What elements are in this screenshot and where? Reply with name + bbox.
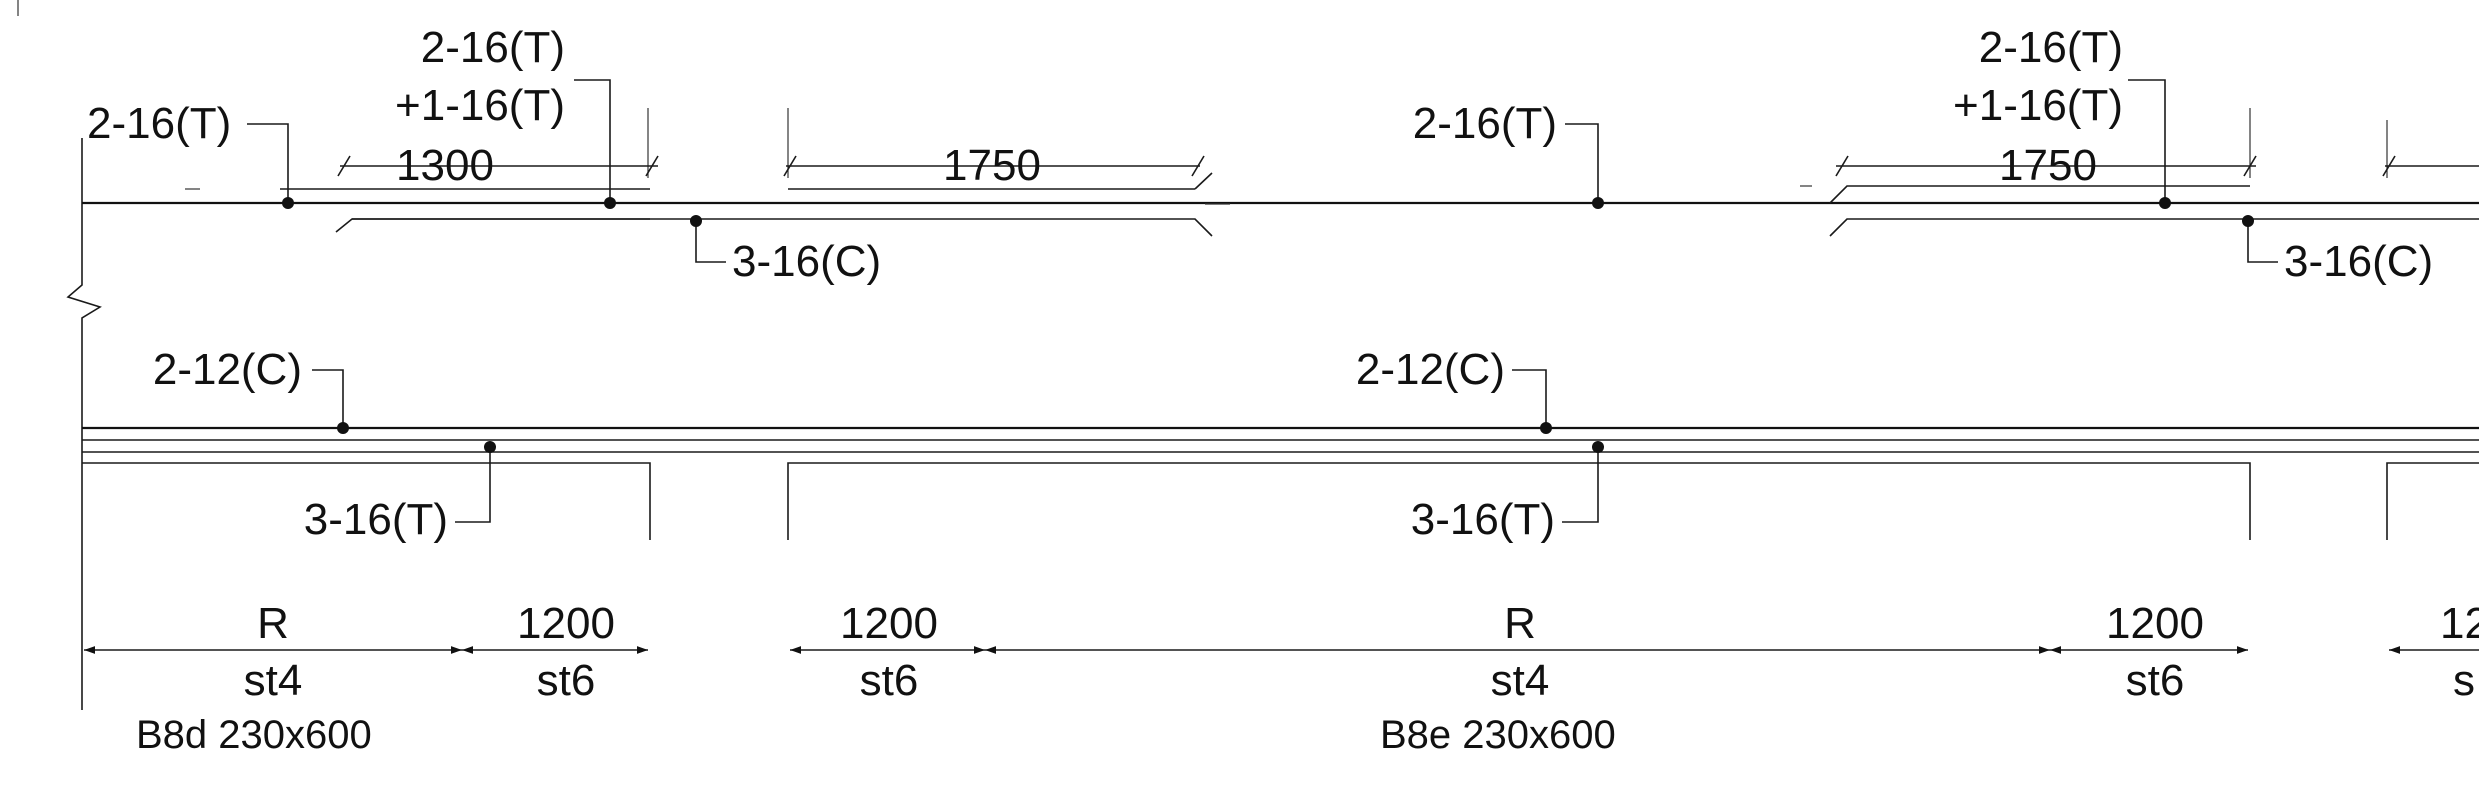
zone-stirrup-2: st6 — [537, 656, 596, 705]
curtailed-bar-1 — [352, 108, 1213, 237]
partial-dimension-right — [2382, 120, 2479, 178]
bottom-callout-leaders — [312, 369, 1604, 523]
bottom-bars — [82, 426, 2479, 453]
top-callout-leaders — [247, 79, 2171, 209]
bottom-callout-b8e-bottom: 3-16(T) — [1411, 495, 1555, 544]
top-callout-b8d-extra: +1-16(T) — [395, 81, 565, 130]
zone-dim-2: 1200 — [517, 599, 615, 648]
extra-bar-length-1: 1300 — [396, 141, 494, 190]
curtail-callout-b8e: 3-16(C) — [2284, 237, 2433, 286]
top-callout-b8e-mid: 2-16(T) — [1413, 99, 1557, 148]
extra-bar-length-2: 1750 — [943, 141, 1041, 190]
top-callout-b8e-extra: +1-16(T) — [1953, 81, 2123, 130]
top-callout-b8e-support: 2-16(T) — [1979, 23, 2123, 72]
zone-dim-3: 1200 — [840, 599, 938, 648]
extra-bar-length-3: 1750 — [1999, 141, 2097, 190]
beam-title-b8e: B8e 230x600 — [1380, 713, 1616, 757]
zone-stirrup-5: st6 — [2126, 656, 2185, 705]
bottom-callout-b8d-top: 2-12(C) — [153, 345, 302, 394]
zone-dim-6: 12 — [2440, 599, 2479, 648]
zone-dim-1: R — [257, 599, 289, 648]
curtail-callout-b8d: 3-16(C) — [732, 237, 881, 286]
zone-stirrup-3: st6 — [860, 656, 919, 705]
top-callout-b8d-support: 2-16(T) — [421, 23, 565, 72]
curtail-callout-leaders — [690, 215, 2278, 263]
beam-title-b8d: B8d 230x600 — [136, 713, 372, 757]
zone-dim-5: 1200 — [2106, 599, 2204, 648]
top-callout-b8d-left: 2-16(T) — [87, 99, 231, 148]
stirrup-extent-lines — [82, 462, 2479, 540]
zone-dim-4: R — [1504, 599, 1536, 648]
bottom-callout-b8e-top: 2-12(C) — [1356, 345, 1505, 394]
zone-stirrup-1: st4 — [244, 656, 303, 705]
bottom-callout-b8d-bottom: 3-16(T) — [304, 495, 448, 544]
zone-stirrup-6: s — [2453, 656, 2475, 705]
extra-top-bar-2 — [1829, 108, 2479, 237]
zone-stirrup-4: st4 — [1491, 656, 1550, 705]
left-support-line — [66, 138, 102, 710]
